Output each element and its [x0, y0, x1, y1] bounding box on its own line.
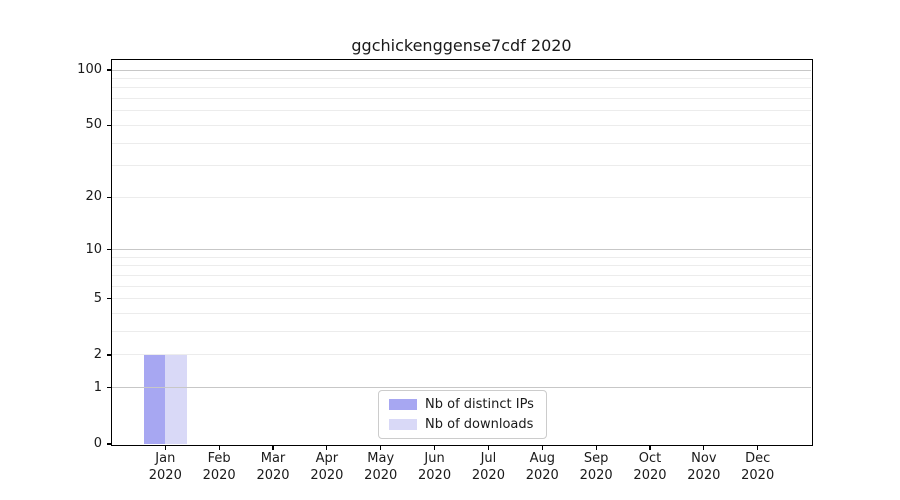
legend: Nb of distinct IPs Nb of downloads [378, 390, 547, 439]
gridline-minor [112, 285, 811, 287]
gridline-minor [112, 274, 811, 276]
bar-distinct-ips-jan [143, 354, 166, 444]
x-tick-month: Nov [691, 451, 717, 466]
x-tick-mark [433, 445, 436, 450]
x-tick-month: Dec [745, 451, 771, 466]
gridline-minor [112, 298, 811, 300]
x-tick-year: 2020 [364, 468, 398, 483]
x-tick-label-aug: Aug 2020 [507, 450, 577, 484]
x-tick-mark [380, 445, 382, 450]
x-tick-month: Jan [155, 451, 176, 466]
legend-item-downloads: Nb of downloads [389, 417, 546, 432]
y-tick-label: 50 [85, 117, 102, 133]
x-tick-mark [541, 445, 543, 450]
x-tick-month: Apr [315, 451, 339, 466]
x-tick-year: 2020 [687, 468, 721, 483]
x-tick-mark [595, 445, 597, 450]
y-tick-mark [106, 354, 112, 356]
x-tick-year: 2020 [525, 468, 559, 483]
y-tick-mark [106, 387, 112, 389]
gridline-minor [112, 87, 811, 89]
y-tick-label: 1 [93, 379, 102, 395]
gridline-minor [112, 331, 811, 333]
x-tick-month: Feb [207, 451, 231, 466]
y-tick-mark [106, 196, 112, 198]
x-tick-month: Sep [583, 451, 609, 466]
x-tick-month: Aug [529, 451, 555, 466]
x-tick-mark [326, 445, 328, 450]
y-tick-label: 100 [77, 62, 102, 77]
x-tick-year: 2020 [741, 468, 775, 483]
gridline-minor [112, 165, 811, 167]
legend-label-distinct-ips: Nb of distinct IPs [425, 397, 534, 412]
x-tick-label-jun: Jun 2020 [400, 450, 470, 484]
gridline-minor [112, 110, 811, 112]
y-tick-mark [106, 298, 112, 300]
gridline-minor [112, 196, 811, 198]
legend-item-distinct-ips: Nb of distinct IPs [389, 397, 546, 412]
chart-title: ggchickenggense7cdf 2020 [351, 36, 572, 55]
gridline-major [112, 249, 811, 251]
gridline-minor [112, 265, 811, 267]
x-tick-mark [703, 445, 705, 450]
gridline-minor [112, 354, 811, 356]
x-tick-label-may: May 2020 [346, 450, 416, 484]
y-tick-label: 20 [85, 189, 102, 205]
x-tick-mark [487, 445, 489, 450]
x-tick-mark [757, 445, 759, 450]
x-tick-label-nov: Nov 2020 [669, 450, 739, 484]
x-tick-label-sep: Sep 2020 [561, 450, 631, 484]
x-tick-label-mar: Mar 2020 [238, 450, 308, 484]
x-tick-label-apr: Apr 2020 [292, 450, 362, 484]
gridline-minor [112, 98, 811, 100]
x-tick-year: 2020 [418, 468, 452, 483]
x-tick-month: Jun [424, 451, 445, 466]
x-tick-year: 2020 [148, 468, 182, 483]
x-tick-month: May [367, 451, 395, 466]
gridline-minor [112, 313, 811, 315]
x-tick-year: 2020 [633, 468, 667, 483]
gridline-major [112, 387, 811, 389]
gridline-minor [112, 124, 811, 126]
x-tick-year: 2020 [471, 468, 505, 483]
y-tick-label: 5 [93, 290, 102, 306]
x-tick-mark [218, 445, 220, 450]
x-tick-mark [649, 445, 651, 450]
legend-swatch-distinct-ips [389, 399, 417, 410]
y-tick-label: 0 [93, 436, 102, 451]
x-tick-label-jan: Jan 2020 [130, 450, 200, 484]
x-tick-mark [164, 445, 166, 450]
x-tick-month: Mar [260, 451, 286, 466]
x-tick-year: 2020 [310, 468, 344, 483]
gridline-minor [112, 77, 811, 79]
y-tick-mark [106, 249, 112, 251]
x-tick-month: Jul [480, 451, 497, 466]
x-tick-year: 2020 [256, 468, 290, 483]
x-tick-month: Oct [638, 451, 662, 466]
x-tick-year: 2020 [202, 468, 236, 483]
y-tick-mark [106, 69, 112, 71]
y-tick-mark [106, 443, 112, 445]
gridline-major [112, 69, 811, 71]
x-tick-label-jul: Jul 2020 [453, 450, 523, 484]
x-tick-label-feb: Feb 2020 [184, 450, 254, 484]
x-tick-label-oct: Oct 2020 [615, 450, 685, 484]
y-tick-mark [106, 124, 112, 126]
x-tick-mark [272, 445, 274, 450]
y-tick-label: 2 [93, 346, 102, 362]
gridline-minor [112, 256, 811, 258]
bar-downloads-jan [165, 354, 187, 444]
gridline-minor [112, 142, 811, 144]
x-tick-year: 2020 [579, 468, 613, 483]
legend-swatch-downloads [389, 419, 417, 430]
legend-label-downloads: Nb of downloads [425, 417, 534, 432]
x-tick-label-dec: Dec 2020 [723, 450, 793, 484]
y-tick-label: 10 [85, 241, 102, 257]
